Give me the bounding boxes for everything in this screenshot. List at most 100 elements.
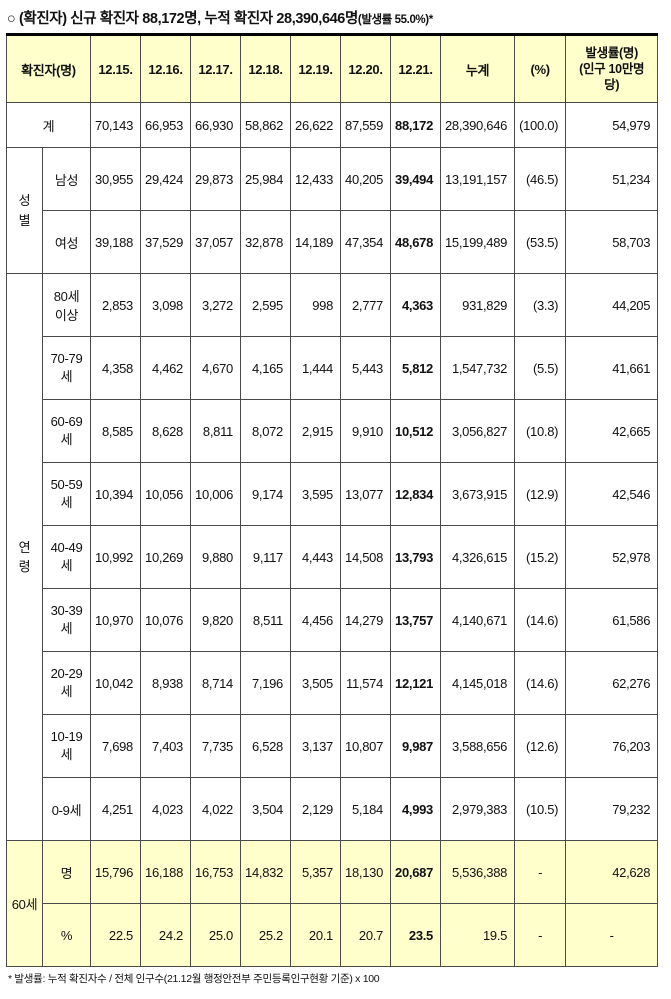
table-row-senior-percent: % 22.5 24.2 25.0 25.2 20.1 20.7 23.5 19.… [7, 903, 659, 967]
value-cell: 7,196 [240, 651, 291, 715]
row-label-senior-percent: % [42, 903, 91, 967]
value-cell: 12,121 [390, 651, 441, 715]
value-cell: 40,205 [340, 147, 391, 211]
row-label-age: 0-9세 [42, 777, 91, 841]
row-label-age: 10-19세 [42, 714, 91, 778]
value-cell: 62,276 [565, 651, 659, 715]
table-row-age-0-9: 0-9세 4,251 4,023 4,022 3,504 2,129 5,184… [7, 777, 659, 841]
table-row-age-30s: 30-39세 10,970 10,076 9,820 8,511 4,456 1… [7, 588, 659, 652]
value-cell: 4,363 [390, 273, 441, 337]
value-cell: 2,853 [90, 273, 141, 337]
value-cell: 37,057 [190, 210, 241, 274]
value-cell: (12.9) [514, 462, 567, 526]
value-cell: 48,678 [390, 210, 441, 274]
value-cell: 9,910 [340, 399, 391, 463]
value-cell: 25.2 [240, 903, 291, 967]
value-cell: 4,993 [390, 777, 441, 841]
value-cell: 44,205 [565, 273, 659, 337]
value-cell: 7,698 [90, 714, 141, 778]
row-label-female: 여성 [42, 210, 91, 274]
value-cell: 8,714 [190, 651, 241, 715]
header-incidence-rate: 발생률(명) (인구 10만명 당) [565, 34, 659, 103]
group-label-gender: 성별 [6, 147, 43, 274]
group-label-age: 연령 [6, 273, 43, 841]
table-row-total: 계 70,143 66,953 66,930 58,862 26,622 87,… [6, 102, 659, 148]
value-cell: 998 [290, 273, 341, 337]
table-row-male: 성별 남성 30,955 29,424 29,873 25,984 12,433… [6, 147, 659, 274]
value-cell: 15,796 [90, 840, 141, 904]
value-cell: 42,665 [565, 399, 659, 463]
value-cell: (12.6) [514, 714, 567, 778]
value-cell: 20.1 [290, 903, 341, 967]
header-percent: (%) [514, 34, 567, 103]
value-cell: 30,955 [90, 147, 141, 211]
value-cell: 41,661 [565, 336, 659, 400]
value-cell: 5,184 [340, 777, 391, 841]
header-cumulative: 누계 [439, 34, 516, 103]
value-cell: 58,703 [565, 210, 659, 274]
value-cell: 3,504 [240, 777, 291, 841]
value-cell: 12,433 [290, 147, 341, 211]
value-cell: 4,022 [190, 777, 241, 841]
header-date: 12.19. [290, 34, 341, 103]
row-label-age: 40-49세 [42, 525, 91, 589]
table-row-age-50s: 50-59세 10,394 10,056 10,006 9,174 3,595 … [7, 462, 659, 526]
value-cell: 14,279 [340, 588, 391, 652]
value-cell: (14.6) [514, 651, 567, 715]
value-cell: (10.8) [514, 399, 567, 463]
value-cell: (46.5) [514, 147, 567, 211]
footnote: * 발생률: 누적 확진자수 / 전체 인구수(21.12월 행정안전부 주민등… [8, 973, 380, 985]
value-cell: 3,098 [140, 273, 191, 337]
title-text: 명, 누적 확진자 [184, 11, 277, 27]
value-cell: 66,953 [140, 102, 191, 148]
value-cell: 8,628 [140, 399, 191, 463]
row-label-male: 남성 [42, 147, 91, 211]
title-text: ○ (확진자) 신규 확진자 [7, 11, 143, 27]
value-cell: 13,077 [340, 462, 391, 526]
value-cell: 3,588,656 [439, 714, 516, 778]
row-label-age: 20-29세 [42, 651, 91, 715]
value-cell: 9,174 [240, 462, 291, 526]
value-cell: 4,456 [290, 588, 341, 652]
table-row-age-80plus: 연령 80세 이상 2,853 3,098 3,272 2,595 998 2,… [6, 273, 659, 841]
value-cell: 26,622 [290, 102, 341, 148]
value-cell: 5,357 [290, 840, 341, 904]
value-cell: (53.5) [514, 210, 567, 274]
row-label-age: 30-39세 [42, 588, 91, 652]
table-header-row: 확진자(명) 12.15. 12.16. 12.17. 12.18. 12.19… [6, 34, 659, 103]
value-cell: 4,358 [90, 336, 141, 400]
value-cell: 47,354 [340, 210, 391, 274]
value-cell: - [565, 903, 659, 967]
row-label-age: 60-69세 [42, 399, 91, 463]
value-cell: 931,829 [439, 273, 516, 337]
value-cell: (5.5) [514, 336, 567, 400]
value-cell: 4,326,615 [439, 525, 516, 589]
value-cell: 2,595 [240, 273, 291, 337]
value-cell: 16,753 [190, 840, 241, 904]
value-cell: 3,505 [290, 651, 341, 715]
value-cell: 32,878 [240, 210, 291, 274]
value-cell: 10,512 [390, 399, 441, 463]
value-cell: 16,188 [140, 840, 191, 904]
table-row-female: 여성 39,188 37,529 37,057 32,878 14,189 47… [7, 210, 659, 274]
title-rate-note: (발생률 55.0%)* [357, 14, 433, 26]
value-cell: 2,777 [340, 273, 391, 337]
title-cumulative-count: 28,390,646 [276, 11, 345, 27]
value-cell: 3,272 [190, 273, 241, 337]
row-label-age: 80세 이상 [42, 273, 91, 337]
value-cell: 8,811 [190, 399, 241, 463]
value-cell: 4,145,018 [439, 651, 516, 715]
value-cell: 2,129 [290, 777, 341, 841]
group-label-text: 성별 [18, 193, 31, 228]
value-cell: 13,191,157 [439, 147, 516, 211]
value-cell: 8,585 [90, 399, 141, 463]
value-cell: 5,536,388 [439, 840, 516, 904]
value-cell: 87,559 [340, 102, 391, 148]
page-title: ○ (확진자) 신규 확진자 88,172명, 누적 확진자 28,390,64… [6, 5, 665, 33]
value-cell: 3,056,827 [439, 399, 516, 463]
table-row-age-60s: 60-69세 8,585 8,628 8,811 8,072 2,915 9,9… [7, 399, 659, 463]
value-cell: 4,165 [240, 336, 291, 400]
value-cell: 4,140,671 [439, 588, 516, 652]
value-cell: 24.2 [140, 903, 191, 967]
